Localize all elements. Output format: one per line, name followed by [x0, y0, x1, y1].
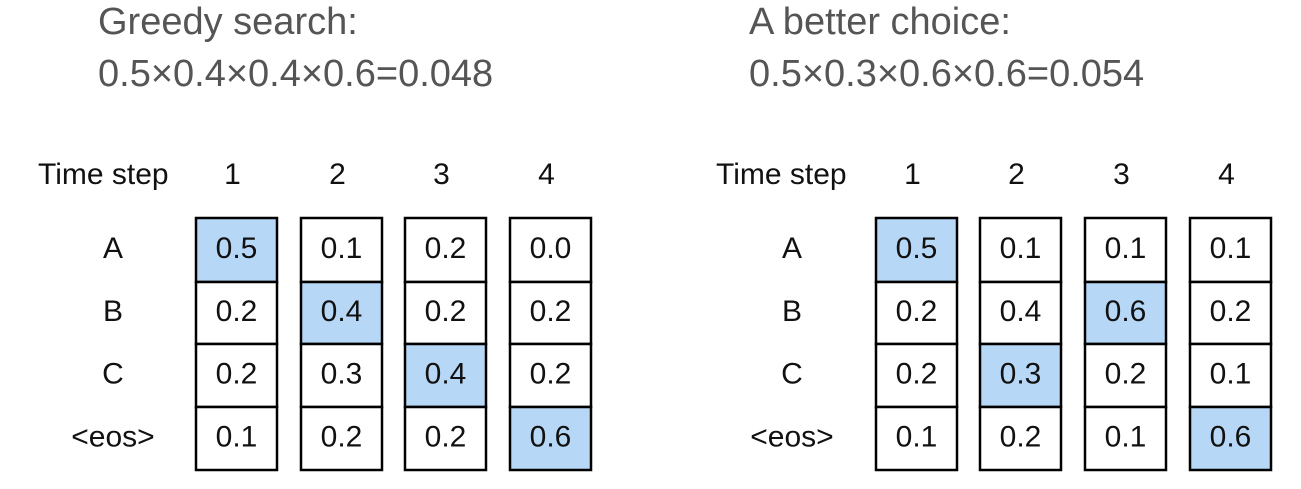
cell-value: 0.1: [321, 232, 363, 265]
cell-value: 0.2: [530, 357, 572, 390]
panel-title: A better choice:: [749, 1, 1011, 43]
panel-title: Greedy search:: [98, 1, 358, 43]
cell-value: 0.2: [425, 420, 467, 453]
cell-value: 0.2: [896, 295, 938, 328]
cell: [403, 405, 488, 472]
cell: [1083, 280, 1168, 346]
cell-value: 0.1: [1105, 420, 1147, 453]
cell: [978, 216, 1063, 284]
cell-value: 0.4: [425, 357, 467, 390]
step-label: 1: [904, 158, 921, 191]
cell: [403, 280, 488, 346]
cell-value: 0.2: [530, 295, 572, 328]
cell-value: 0.2: [1210, 295, 1252, 328]
cell-value: 0.2: [1000, 420, 1042, 453]
cell: [299, 405, 384, 472]
cell-value: 0.2: [321, 420, 363, 453]
row-label: B: [103, 295, 123, 328]
cell: [874, 405, 959, 472]
cell: [194, 216, 279, 284]
cell-value: 0.6: [1105, 295, 1147, 328]
cell: [1188, 405, 1273, 472]
panel-title: 0.5×0.4×0.4×0.6=0.048: [98, 53, 493, 95]
row-label: <eos>: [750, 420, 833, 453]
header-label: Time step: [716, 158, 847, 191]
step-label: 1: [224, 158, 241, 191]
cell-value: 0.5: [896, 232, 938, 265]
cell: [978, 342, 1063, 409]
cell-value: 0.1: [896, 420, 938, 453]
row-label: C: [781, 357, 803, 390]
row-label: B: [782, 295, 802, 328]
cell-value: 0.0: [530, 232, 572, 265]
cell-value: 0.2: [425, 232, 467, 265]
cell-value: 0.1: [1000, 232, 1042, 265]
cell: [1083, 405, 1168, 472]
cell: [403, 342, 488, 409]
row-label: A: [103, 232, 123, 265]
cell-value: 0.3: [1000, 357, 1042, 390]
cell: [1188, 280, 1273, 346]
cell-value: 0.1: [1210, 357, 1252, 390]
cell-value: 0.4: [1000, 295, 1042, 328]
cell-value: 0.2: [216, 357, 258, 390]
cell-value: 0.5: [216, 232, 258, 265]
row-label: A: [782, 232, 802, 265]
cell: [194, 405, 279, 472]
cell-value: 0.1: [1105, 232, 1147, 265]
step-label: 2: [329, 158, 346, 191]
cell: [874, 342, 959, 409]
cell-value: 0.3: [321, 357, 363, 390]
cell: [299, 280, 384, 346]
cell: [1188, 342, 1273, 409]
cell-value: 0.1: [216, 420, 258, 453]
panel-title: 0.5×0.3×0.6×0.6=0.054: [749, 53, 1144, 95]
cell: [1083, 342, 1168, 409]
cell-value: 0.2: [425, 295, 467, 328]
step-label: 3: [1113, 158, 1130, 191]
cell: [508, 405, 593, 472]
cell-value: 0.6: [530, 420, 572, 453]
step-label: 3: [433, 158, 450, 191]
cell: [508, 280, 593, 346]
row-label: <eos>: [71, 420, 154, 453]
step-label: 2: [1008, 158, 1025, 191]
cell-value: 0.1: [1210, 232, 1252, 265]
cell-value: 0.2: [216, 295, 258, 328]
cell: [874, 280, 959, 346]
cell-value: 0.2: [1105, 357, 1147, 390]
cell-value: 0.2: [896, 357, 938, 390]
cell: [978, 280, 1063, 346]
cell: [1188, 216, 1273, 284]
cell-value: 0.6: [1210, 420, 1252, 453]
step-label: 4: [538, 158, 555, 191]
cell: [978, 405, 1063, 472]
cell: [874, 216, 959, 284]
step-label: 4: [1218, 158, 1235, 191]
row-label: C: [102, 357, 124, 390]
header-label: Time step: [38, 158, 169, 191]
cell-value: 0.4: [321, 295, 363, 328]
